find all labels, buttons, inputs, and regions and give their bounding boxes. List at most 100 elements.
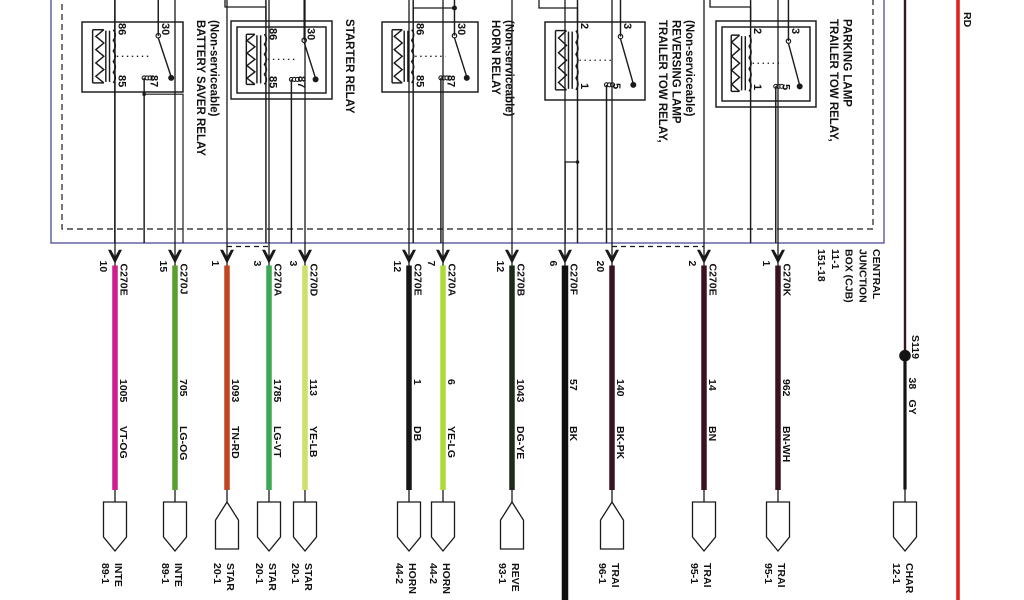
svg-text:BN-WH: BN-WH (780, 426, 792, 462)
svg-text:95-1: 95-1 (688, 563, 700, 584)
svg-text:JUNCTION: JUNCTION (856, 249, 868, 303)
svg-text:5: 5 (779, 84, 791, 90)
svg-text:1: 1 (411, 379, 423, 385)
svg-text:HORN: HORN (440, 563, 452, 594)
svg-text:20-1: 20-1 (211, 563, 223, 584)
svg-text:VT-OG: VT-OG (117, 426, 129, 459)
svg-text:3: 3 (789, 28, 801, 34)
svg-text:87: 87 (444, 75, 456, 87)
svg-text:REVERSING LAMP: REVERSING LAMP (670, 20, 682, 124)
svg-text:705: 705 (177, 379, 189, 397)
svg-text:86: 86 (414, 23, 426, 35)
svg-text:3: 3 (287, 261, 299, 267)
svg-text:89-1: 89-1 (159, 563, 171, 584)
svg-text:C270E: C270E (707, 264, 719, 296)
svg-text:BK: BK (567, 426, 579, 442)
svg-text:INTE: INTE (112, 563, 124, 587)
svg-text:20-1: 20-1 (289, 563, 301, 584)
svg-text:140: 140 (614, 379, 626, 397)
svg-text:30: 30 (305, 28, 317, 40)
svg-text:86: 86 (115, 23, 127, 35)
svg-text:C270F: C270F (568, 264, 580, 296)
svg-text:96-1: 96-1 (596, 563, 608, 584)
svg-text:TN-RD: TN-RD (229, 426, 241, 459)
svg-text:HORN RELAY: HORN RELAY (489, 20, 501, 95)
svg-text:85: 85 (266, 76, 278, 88)
svg-text:20: 20 (594, 261, 606, 273)
svg-text:LG-VT: LG-VT (271, 426, 283, 458)
svg-text:15: 15 (157, 261, 169, 273)
svg-text:1043: 1043 (514, 379, 526, 403)
svg-text:STARTER RELAY: STARTER RELAY (343, 19, 355, 114)
svg-text:CHAR: CHAR (903, 563, 915, 594)
svg-text:2: 2 (578, 23, 590, 29)
svg-text:INTE: INTE (172, 563, 184, 587)
svg-text:C270D: C270D (308, 264, 320, 297)
svg-text:LG-OG: LG-OG (177, 426, 189, 460)
svg-text:C270A: C270A (272, 264, 284, 297)
svg-text:(Non-serviceable): (Non-serviceable) (208, 20, 220, 117)
svg-text:TRAI: TRAI (609, 563, 621, 588)
svg-text:YE-LB: YE-LB (307, 426, 319, 458)
svg-text:86: 86 (266, 28, 278, 40)
svg-text:REVE: REVE (509, 563, 521, 592)
svg-text:85: 85 (414, 75, 426, 87)
svg-text:11-1: 11-1 (829, 249, 841, 270)
svg-text:STAR: STAR (266, 563, 278, 591)
svg-text:14: 14 (706, 379, 718, 391)
svg-text:1: 1 (209, 261, 221, 267)
svg-text:BATTERY SAVER RELAY: BATTERY SAVER RELAY (194, 20, 206, 156)
svg-text:TRAI: TRAI (701, 563, 713, 588)
svg-text:3: 3 (621, 23, 633, 29)
svg-text:HORN: HORN (406, 563, 418, 594)
svg-text:C270A: C270A (446, 264, 458, 297)
svg-text:STAR: STAR (302, 563, 314, 591)
svg-text:113: 113 (307, 379, 319, 396)
svg-text:1: 1 (578, 83, 590, 89)
svg-text:TRAILER TOW RELAY,: TRAILER TOW RELAY, (656, 20, 668, 143)
svg-text:151-18: 151-18 (815, 249, 827, 282)
svg-text:CENTRAL: CENTRAL (870, 249, 882, 300)
svg-text:TRAILER TOW RELAY,: TRAILER TOW RELAY, (827, 19, 839, 142)
svg-text:C270E: C270E (412, 264, 424, 296)
svg-text:44-2: 44-2 (427, 563, 439, 584)
svg-text:STAR: STAR (224, 563, 236, 591)
svg-text:YE-LG: YE-LG (445, 426, 457, 458)
svg-text:1785: 1785 (271, 379, 283, 403)
svg-text:C270J: C270J (178, 264, 190, 295)
svg-text:1093: 1093 (229, 379, 241, 403)
svg-text:BK-PK: BK-PK (614, 426, 626, 460)
svg-text:93-1: 93-1 (496, 563, 508, 584)
svg-text:7: 7 (425, 261, 437, 267)
svg-text:DG-YE: DG-YE (514, 426, 526, 459)
svg-text:PARKING LAMP: PARKING LAMP (841, 19, 853, 107)
svg-text:BN: BN (706, 426, 718, 441)
svg-text:2: 2 (686, 261, 698, 267)
svg-text:20-1: 20-1 (253, 563, 265, 584)
svg-text:2: 2 (751, 28, 763, 34)
svg-text:95-1: 95-1 (762, 563, 774, 584)
svg-text:962: 962 (780, 379, 792, 397)
svg-text:12-1: 12-1 (890, 563, 902, 584)
svg-text:12: 12 (494, 261, 506, 273)
svg-text:(Non-serviceable): (Non-serviceable) (503, 20, 515, 117)
svg-text:C270E: C270E (118, 264, 130, 296)
svg-text:S119: S119 (909, 335, 921, 359)
svg-text:85: 85 (115, 75, 127, 87)
svg-text:57: 57 (567, 379, 579, 391)
svg-text:30: 30 (159, 23, 171, 35)
svg-text:TRAI: TRAI (775, 563, 787, 588)
svg-text:44-2: 44-2 (393, 563, 405, 584)
svg-text:30: 30 (455, 23, 467, 35)
svg-text:12: 12 (391, 261, 403, 273)
svg-text:1: 1 (760, 261, 772, 267)
svg-text:6: 6 (445, 379, 457, 385)
svg-text:10: 10 (97, 261, 109, 273)
svg-text:1005: 1005 (117, 379, 129, 403)
svg-text:38: 38 (906, 378, 918, 390)
svg-text:BOX (CJB): BOX (CJB) (843, 249, 855, 303)
svg-text:DB: DB (411, 426, 423, 442)
svg-text:C270K: C270K (781, 264, 793, 297)
svg-text:3: 3 (251, 261, 263, 267)
svg-text:RD: RD (961, 12, 973, 28)
